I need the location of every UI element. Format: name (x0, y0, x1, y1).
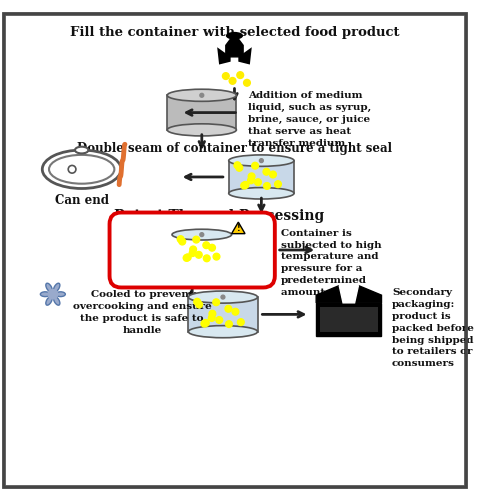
Circle shape (225, 320, 232, 328)
FancyBboxPatch shape (4, 14, 465, 486)
Text: !: ! (237, 224, 240, 234)
Circle shape (225, 306, 232, 312)
FancyBboxPatch shape (188, 297, 258, 332)
Ellipse shape (46, 283, 52, 292)
FancyBboxPatch shape (229, 160, 294, 194)
Circle shape (201, 320, 208, 327)
Text: Container is
subjected to high
temperature and
pressure for a
predetermined
amou: Container is subjected to high temperatu… (281, 229, 381, 297)
Circle shape (248, 173, 255, 180)
Text: Retort Thermal Processing: Retort Thermal Processing (114, 208, 324, 222)
Polygon shape (316, 286, 343, 303)
Circle shape (189, 250, 196, 256)
Circle shape (241, 182, 247, 189)
Ellipse shape (188, 291, 258, 303)
Text: Secondary
packaging:
product is
packed before
being shipped
to retailers or
cons: Secondary packaging: product is packed b… (392, 288, 474, 368)
FancyBboxPatch shape (109, 212, 275, 288)
Circle shape (237, 72, 244, 78)
Circle shape (193, 236, 200, 243)
Circle shape (208, 314, 215, 322)
Polygon shape (355, 286, 382, 303)
Circle shape (244, 80, 250, 86)
Circle shape (242, 182, 249, 188)
Circle shape (200, 232, 203, 236)
Circle shape (195, 252, 202, 258)
Text: Cooled to prevent
overcooking and ensure
the product is safe to
handle: Cooled to prevent overcooking and ensure… (73, 290, 212, 335)
Circle shape (236, 164, 243, 171)
Circle shape (194, 298, 201, 305)
Ellipse shape (167, 89, 236, 102)
Circle shape (216, 316, 223, 324)
Polygon shape (226, 34, 243, 57)
Circle shape (48, 290, 58, 299)
Circle shape (234, 162, 241, 168)
FancyBboxPatch shape (172, 234, 232, 266)
Ellipse shape (54, 296, 60, 305)
Circle shape (255, 179, 262, 186)
Polygon shape (238, 47, 252, 64)
Circle shape (260, 158, 264, 162)
Circle shape (177, 236, 184, 242)
Circle shape (223, 72, 229, 80)
Circle shape (229, 78, 236, 84)
Circle shape (190, 246, 197, 253)
Circle shape (247, 177, 254, 184)
Text: Fill the container with selected food product: Fill the container with selected food pr… (70, 26, 399, 39)
Circle shape (68, 166, 76, 173)
Circle shape (209, 310, 216, 317)
Circle shape (252, 162, 259, 169)
Circle shape (213, 254, 220, 260)
Polygon shape (217, 47, 231, 64)
Ellipse shape (167, 124, 236, 136)
Ellipse shape (42, 150, 121, 188)
Circle shape (263, 168, 270, 175)
Circle shape (209, 244, 215, 251)
Circle shape (179, 238, 185, 245)
Circle shape (200, 94, 203, 97)
Circle shape (184, 254, 191, 260)
Circle shape (275, 181, 282, 188)
Text: Addition of medium
liquid, such as syrup,
brine, sauce, or juice
that serve as h: Addition of medium liquid, such as syrup… (248, 92, 371, 148)
Ellipse shape (46, 296, 52, 305)
Circle shape (232, 308, 239, 315)
Circle shape (196, 301, 203, 308)
Circle shape (213, 299, 220, 306)
Ellipse shape (75, 146, 88, 154)
Text: Can end: Can end (55, 194, 109, 207)
Ellipse shape (41, 292, 50, 296)
Ellipse shape (188, 326, 258, 338)
Circle shape (203, 242, 210, 248)
Ellipse shape (172, 260, 232, 271)
Polygon shape (316, 303, 382, 336)
Circle shape (238, 319, 244, 326)
Polygon shape (339, 286, 358, 303)
Circle shape (203, 320, 209, 326)
Ellipse shape (54, 283, 60, 292)
Circle shape (264, 182, 270, 190)
Text: Double seam of container to ensure a tight seal: Double seam of container to ensure a tig… (77, 142, 392, 156)
Circle shape (203, 255, 210, 262)
FancyBboxPatch shape (167, 96, 236, 130)
Polygon shape (232, 222, 245, 234)
Ellipse shape (172, 229, 232, 240)
Circle shape (183, 254, 190, 262)
Ellipse shape (56, 292, 65, 296)
Polygon shape (320, 306, 378, 332)
Ellipse shape (229, 155, 294, 166)
Ellipse shape (226, 32, 243, 40)
Circle shape (269, 171, 276, 178)
Ellipse shape (229, 188, 294, 199)
Circle shape (221, 295, 225, 299)
